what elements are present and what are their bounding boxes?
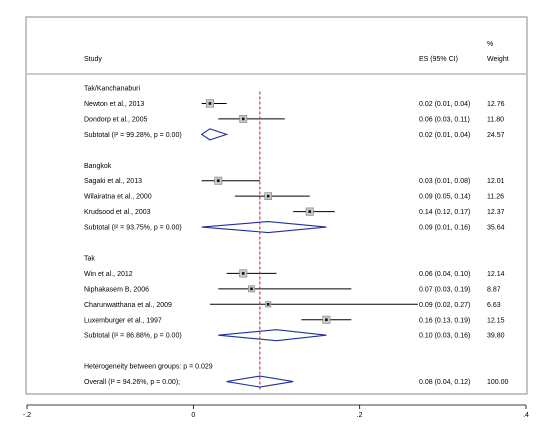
subtotal-diamond <box>200 128 229 141</box>
heterogeneity-note: Heterogeneity between groups: p = 0.029 <box>84 364 213 371</box>
study-label: Newton et al., 2013 <box>84 101 144 108</box>
study-marker <box>234 192 310 200</box>
weight-value: 35.64 <box>487 225 505 232</box>
group-label: Tak <box>84 255 95 262</box>
header-weight-pct: % <box>487 41 493 48</box>
study-marker <box>201 99 227 108</box>
es-value: 0.06 (0.03, 0.11) <box>419 116 470 123</box>
es-value: 0.09 (0.05, 0.14) <box>419 194 470 201</box>
header-study: Study <box>84 56 102 63</box>
point-estimate <box>241 117 245 121</box>
point-estimate <box>325 318 328 322</box>
x-tick-label: .4 <box>523 412 529 419</box>
es-value: 0.06 (0.04, 0.10) <box>419 271 470 278</box>
subtotal-label: Subtotal (I² = 86.88%, p = 0.00) <box>84 333 182 340</box>
weight-value: 24.57 <box>487 132 505 139</box>
study-label: Krudsood et al., 2003 <box>84 209 151 216</box>
weight-value: 100.00 <box>487 379 509 386</box>
weight-value: 12.76 <box>487 101 505 108</box>
es-value: 0.08 (0.04, 0.12) <box>419 379 470 386</box>
es-value: 0.09 (0.01, 0.16) <box>419 225 470 232</box>
study-label: Wilairatna et al., 2000 <box>84 194 152 201</box>
weight-value: 12.15 <box>487 317 505 324</box>
x-tick-label: -.2 <box>23 412 31 419</box>
study-marker <box>226 269 277 278</box>
weight-value: 8.87 <box>487 286 501 293</box>
group-label: Bangkok <box>84 163 112 170</box>
subtotal-label: Subtotal (I² = 93.75%, p = 0.00) <box>84 225 182 232</box>
header-weight: Weight <box>487 56 509 63</box>
weight-value: 11.80 <box>487 116 504 123</box>
es-value: 0.03 (0.01, 0.08) <box>419 178 470 185</box>
weight-value: 12.14 <box>487 271 505 278</box>
study-label: Dondorp et al., 2005 <box>84 116 148 123</box>
subtotal-label: Subtotal (I² = 99.28%, p = 0.00) <box>84 132 182 139</box>
point-estimate <box>308 210 312 213</box>
point-estimate <box>208 102 212 105</box>
study-marker <box>218 285 352 293</box>
weight-value: 11.26 <box>487 194 504 201</box>
study-marker <box>201 176 260 185</box>
study-label: Sagaki et al., 2013 <box>84 178 142 185</box>
rows-layer: Tak/Kanchanaburi Newton et al., 2013 0.02 … <box>84 86 509 390</box>
point-estimate <box>216 179 220 182</box>
study-label: Niphakasem B, 2006 <box>84 286 149 293</box>
point-estimate <box>266 194 270 198</box>
study-label: Charunwatthana et al., 2009 <box>84 302 172 309</box>
study-marker <box>209 301 418 308</box>
study-marker <box>293 207 335 216</box>
group-label: Tak/Kanchanaburi <box>84 86 140 93</box>
study-marker <box>301 315 352 324</box>
es-value: 0.09 (0.02, 0.27) <box>419 302 470 309</box>
point-estimate <box>241 272 245 275</box>
study-label: Win et al., 2012 <box>84 271 133 278</box>
subtotal-diamond <box>218 329 327 342</box>
es-value: 0.02 (0.01, 0.04) <box>419 101 470 108</box>
es-value: 0.16 (0.13, 0.19) <box>419 317 470 324</box>
header-es: ES (95% CI) <box>419 56 458 63</box>
weight-value: 12.01 <box>487 178 505 185</box>
es-value: 0.02 (0.01, 0.04) <box>419 132 470 139</box>
x-axis: -.2 0 .2 .4 <box>23 404 529 419</box>
x-tick-label: .2 <box>357 412 363 419</box>
point-estimate <box>250 287 253 291</box>
subtotal-diamond <box>201 220 327 234</box>
study-label: Luxemburger et al., 1997 <box>84 317 162 324</box>
es-value: 0.07 (0.03, 0.19) <box>419 286 470 293</box>
study-marker <box>218 114 285 123</box>
overall-label: Overall (I² = 94.26%, p = 0.00); <box>84 379 180 386</box>
point-estimate <box>266 303 270 306</box>
weight-value: 39.80 <box>487 333 505 340</box>
weight-value: 6.63 <box>487 302 501 309</box>
plot-frame <box>25 16 528 395</box>
es-value: 0.14 (0.12, 0.17) <box>419 209 470 216</box>
es-value: 0.10 (0.03, 0.16) <box>419 333 470 340</box>
overall-diamond <box>226 375 294 388</box>
x-tick-label: 0 <box>191 412 195 419</box>
weight-value: 12.37 <box>487 209 505 216</box>
